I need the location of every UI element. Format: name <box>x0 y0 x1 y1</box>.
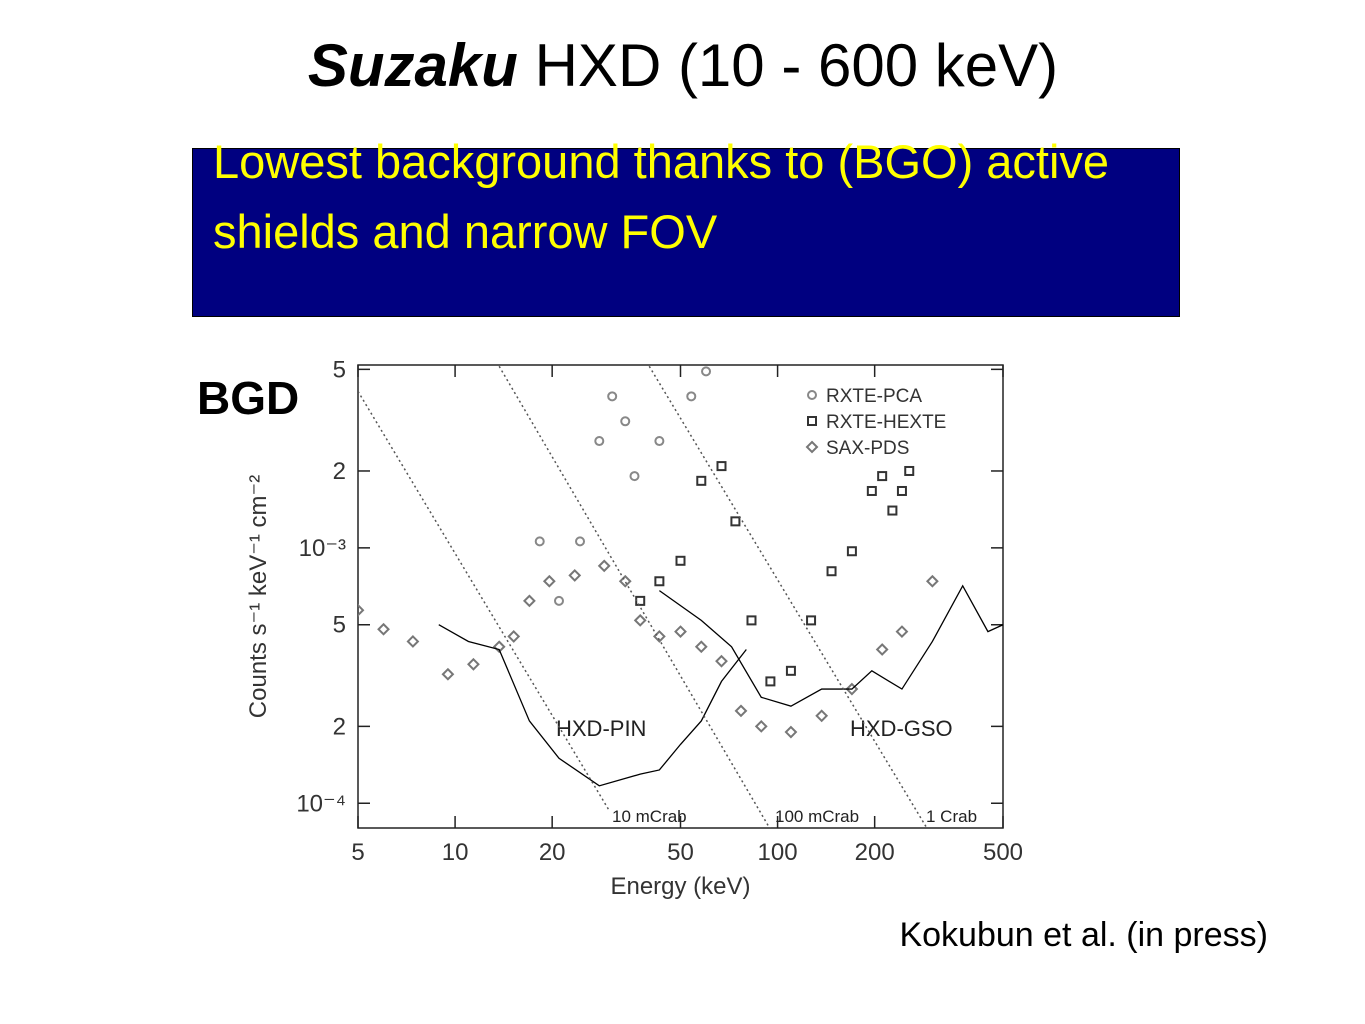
x-tick-label: 10 <box>442 839 469 866</box>
marker <box>701 366 712 377</box>
marker <box>654 576 665 587</box>
curve-label: 10 mCrab <box>612 807 687 826</box>
marker <box>441 667 455 681</box>
x-tick-label: 50 <box>667 839 694 866</box>
marker <box>607 391 618 402</box>
title-emphasis: Suzaku <box>308 32 518 99</box>
marker <box>785 665 796 676</box>
curve-label: 1 Crab <box>926 807 977 826</box>
curve <box>658 584 1003 707</box>
slide-title: Suzaku HXD (10 - 600 keV) <box>308 32 1058 99</box>
marker <box>784 725 798 739</box>
y-tick-label: 5 <box>333 356 346 383</box>
chart: 5 10 20 50 100 200 500 5 2 10⁻³ 5 2 10⁻⁴ Energy (keV)… <box>245 356 1023 900</box>
bgd-label: BGD <box>197 372 299 424</box>
marker <box>633 613 647 627</box>
marker <box>522 594 536 608</box>
marker <box>652 630 666 643</box>
marker <box>746 615 757 626</box>
marker <box>866 485 877 496</box>
marker <box>553 595 564 606</box>
y-axis-label: Counts s⁻¹ keV⁻¹ cm⁻² <box>245 475 272 718</box>
curve-label: 100 mCrab <box>775 807 859 826</box>
legend-marker <box>807 416 817 426</box>
marker <box>686 391 697 402</box>
marker <box>696 475 707 486</box>
marker <box>568 569 582 582</box>
marker <box>895 625 909 639</box>
marker <box>597 559 611 573</box>
legend-label: RXTE-PCA <box>826 386 922 407</box>
marker <box>620 416 631 427</box>
x-tick-label: 20 <box>539 839 566 866</box>
y-tick-label: 5 <box>333 612 346 639</box>
marker <box>542 574 556 588</box>
marker <box>754 719 768 733</box>
title-rest: HXD (10 - 600 keV) <box>518 32 1058 99</box>
marker <box>734 704 748 718</box>
marker <box>715 654 728 668</box>
marker <box>674 625 687 639</box>
marker <box>575 536 586 547</box>
x-tick-label: 500 <box>983 839 1023 866</box>
curve-label: HXD-PIN <box>556 716 646 741</box>
curve <box>438 624 747 787</box>
callout-box: Lowest background thanks to (BGO) active… <box>192 135 1180 317</box>
legend-label: SAX-PDS <box>826 438 909 459</box>
marker <box>492 640 506 654</box>
marker <box>467 657 480 671</box>
y-tick-label: 2 <box>333 713 346 740</box>
marker <box>694 640 708 654</box>
marker <box>845 682 859 696</box>
x-axis-label: Energy (keV) <box>610 873 750 900</box>
marker <box>765 676 776 687</box>
marker <box>875 643 889 656</box>
marker <box>675 555 686 566</box>
y-tick-label: 10⁻⁴ <box>296 790 346 817</box>
marker <box>654 436 665 447</box>
marker <box>815 709 829 723</box>
marker <box>618 574 632 588</box>
x-tick-label: 5 <box>351 839 364 866</box>
marker <box>358 603 365 617</box>
marker <box>877 471 888 482</box>
marker <box>406 635 420 648</box>
marker <box>629 471 640 482</box>
marker <box>534 536 545 547</box>
marker <box>730 516 741 527</box>
marker <box>377 622 390 636</box>
x-tick-label: 100 <box>758 839 798 866</box>
citation: Kokubun et al. (in press) <box>899 916 1268 954</box>
y-tick-label: 10⁻³ <box>299 535 346 562</box>
curve <box>498 365 771 828</box>
y-tick-label: 2 <box>333 458 346 485</box>
marker <box>887 505 898 516</box>
legend-label: RXTE-HEXTE <box>826 412 946 433</box>
plot-frame <box>357 364 1004 829</box>
x-tick-label: 200 <box>855 839 895 866</box>
marker <box>904 465 915 476</box>
marker <box>635 595 646 606</box>
marker <box>925 574 939 588</box>
marker <box>507 630 521 643</box>
callout-text: Lowest background thanks to (BGO) active… <box>213 135 1110 258</box>
marker <box>594 436 605 447</box>
marker <box>806 615 817 626</box>
legend-marker <box>807 390 817 400</box>
curve <box>648 365 928 828</box>
curve <box>358 390 610 811</box>
legend-marker <box>805 440 819 454</box>
curve-label: HXD-GSO <box>850 716 953 741</box>
marker <box>896 485 907 496</box>
marker <box>826 566 837 577</box>
marker <box>846 546 857 557</box>
marker <box>716 461 727 472</box>
